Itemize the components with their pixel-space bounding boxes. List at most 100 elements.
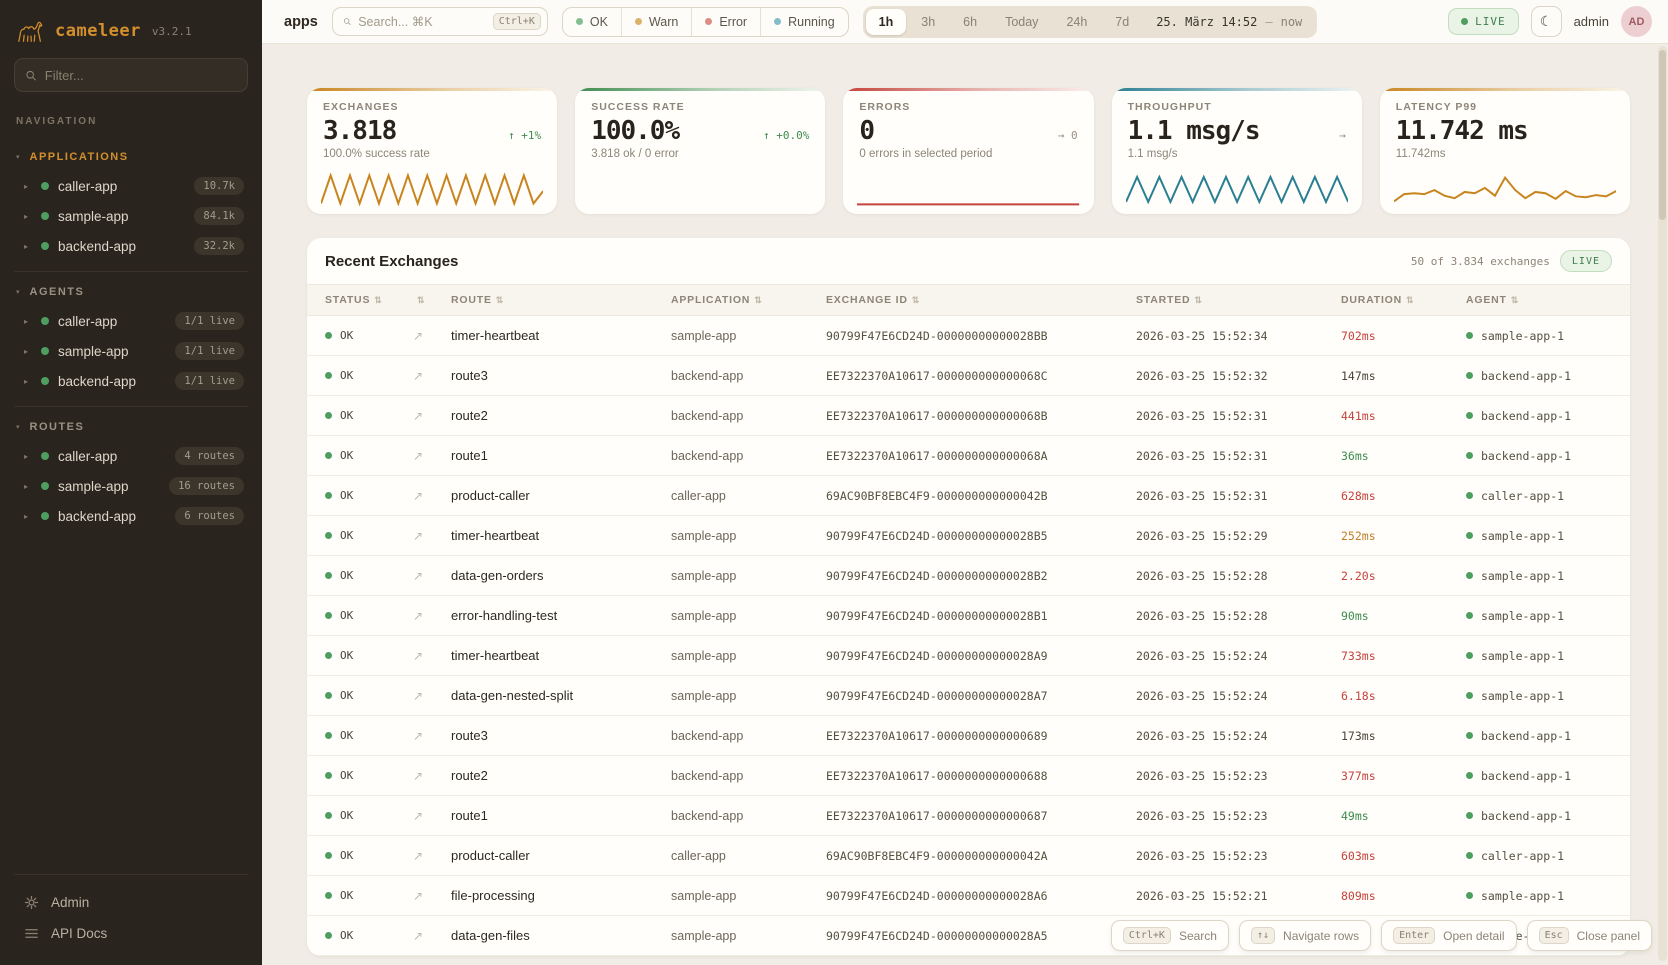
time-range-24h[interactable]: 24h xyxy=(1053,9,1100,35)
time-range-1h[interactable]: 1h xyxy=(865,8,907,35)
sidebar-item-sample-app[interactable]: ▸ sample-app 1/1 live xyxy=(14,336,248,366)
sidebar-item-backend-app[interactable]: ▸ backend-app 6 routes xyxy=(14,501,248,531)
scrollbar-thumb[interactable] xyxy=(1659,50,1666,220)
table-row[interactable]: OK ↗ file-processing sample-app 90799F47… xyxy=(307,876,1630,916)
sidebar-item-admin[interactable]: Admin xyxy=(16,887,246,918)
status-filter-running[interactable]: Running xyxy=(761,8,848,36)
open-exchange-icon[interactable]: ↗ xyxy=(413,408,424,423)
open-exchange-icon[interactable]: ↗ xyxy=(413,328,424,343)
column-header-application[interactable]: APPLICATION ⇅ xyxy=(671,294,826,306)
exchange-id-cell: EE7322370A10617-0000000000000688 xyxy=(826,768,1048,783)
time-range-today[interactable]: Today xyxy=(992,9,1051,35)
time-range-7d[interactable]: 7d xyxy=(1102,9,1142,35)
search-input[interactable] xyxy=(358,14,486,29)
agent-dot-icon xyxy=(1466,852,1473,859)
open-exchange-icon[interactable]: ↗ xyxy=(413,728,424,743)
column-header-link[interactable]: ⇅ xyxy=(413,295,451,306)
sidebar-filter[interactable] xyxy=(14,58,248,92)
open-exchange-icon[interactable]: ↗ xyxy=(413,888,424,903)
chevron-right-icon: ▸ xyxy=(24,511,29,521)
open-exchange-icon[interactable]: ↗ xyxy=(413,928,424,943)
sidebar-section-header[interactable]: ▾ ROUTES xyxy=(14,417,248,441)
stat-card-body: SUCCESS RATE 100.0% ↑ +0.0% 3.818 ok / 0… xyxy=(575,91,825,160)
sidebar-item-api-docs[interactable]: API Docs xyxy=(16,918,246,949)
sidebar-section-header[interactable]: ▾ AGENTS xyxy=(14,282,248,306)
agent-text: sample-app-1 xyxy=(1481,688,1565,703)
open-exchange-icon[interactable]: ↗ xyxy=(413,488,424,503)
table-row[interactable]: OK ↗ route3 backend-app EE7322370A10617-… xyxy=(307,716,1630,756)
column-header-status[interactable]: STATUS ⇅ xyxy=(325,294,413,306)
table-row[interactable]: OK ↗ timer-heartbeat sample-app 90799F47… xyxy=(307,316,1630,356)
table-row[interactable]: OK ↗ error-handling-test sample-app 9079… xyxy=(307,596,1630,636)
time-range-3h[interactable]: 3h xyxy=(908,9,948,35)
keyboard-shortcuts-overlay: Ctrl+K Search ↑↓ Navigate rows Enter Ope… xyxy=(1110,920,1652,951)
status-filter-ok[interactable]: OK xyxy=(563,7,622,36)
table-row[interactable]: OK ↗ product-caller caller-app 69AC90BF8… xyxy=(307,836,1630,876)
table-row[interactable]: OK ↗ route3 backend-app EE7322370A10617-… xyxy=(307,356,1630,396)
column-header-started[interactable]: STARTED ⇅ xyxy=(1136,294,1341,306)
status-dot-icon xyxy=(41,512,49,520)
status-text: OK xyxy=(340,569,354,582)
sidebar-item-caller-app[interactable]: ▸ caller-app 10.7k xyxy=(14,171,248,201)
content: EXCHANGES 3.818 ↑ +1% 100.0% success rat… xyxy=(262,44,1668,965)
status-filter-warn[interactable]: Warn xyxy=(622,7,693,36)
sidebar-item-sample-app[interactable]: ▸ sample-app 16 routes xyxy=(14,471,248,501)
table-row[interactable]: OK ↗ data-gen-nested-split sample-app 90… xyxy=(307,676,1630,716)
agent-text: backend-app-1 xyxy=(1481,808,1572,823)
started-cell: 2026-03-25 15:52:28 xyxy=(1136,568,1268,583)
sidebar-section-header[interactable]: ▾ APPLICATIONS xyxy=(14,147,248,171)
status-dot-icon xyxy=(325,732,332,739)
table-row[interactable]: OK ↗ product-caller caller-app 69AC90BF8… xyxy=(307,476,1630,516)
open-exchange-icon[interactable]: ↗ xyxy=(413,848,424,863)
sidebar-item-caller-app[interactable]: ▸ caller-app 1/1 live xyxy=(14,306,248,336)
open-exchange-icon[interactable]: ↗ xyxy=(413,448,424,463)
sidebar-item-sample-app[interactable]: ▸ sample-app 84.1k xyxy=(14,201,248,231)
dark-mode-toggle[interactable]: ☾ xyxy=(1530,6,1562,37)
agent-dot-icon xyxy=(1466,732,1473,739)
column-header-duration[interactable]: DURATION ⇅ xyxy=(1341,294,1466,306)
started-cell: 2026-03-25 15:52:31 xyxy=(1136,408,1268,423)
scrollbar[interactable] xyxy=(1658,46,1667,961)
open-exchange-icon[interactable]: ↗ xyxy=(413,528,424,543)
agent-text: backend-app-1 xyxy=(1481,368,1572,383)
open-exchange-icon[interactable]: ↗ xyxy=(413,568,424,583)
table-row[interactable]: OK ↗ timer-heartbeat sample-app 90799F47… xyxy=(307,516,1630,556)
table-row[interactable]: OK ↗ route1 backend-app EE7322370A10617-… xyxy=(307,436,1630,476)
application-cell: sample-app xyxy=(671,608,737,623)
status-text: OK xyxy=(340,849,354,862)
avatar[interactable]: AD xyxy=(1621,6,1652,37)
open-exchange-icon[interactable]: ↗ xyxy=(413,688,424,703)
open-exchange-icon[interactable]: ↗ xyxy=(413,368,424,383)
main-area: apps Ctrl+K OK Warn Error Running 1h 3h … xyxy=(262,0,1668,965)
open-exchange-icon[interactable]: ↗ xyxy=(413,768,424,783)
global-search[interactable]: Ctrl+K xyxy=(331,7,548,36)
open-exchange-icon[interactable]: ↗ xyxy=(413,608,424,623)
column-header-route[interactable]: ROUTE ⇅ xyxy=(451,294,671,306)
sidebar-item-caller-app[interactable]: ▸ caller-app 4 routes xyxy=(14,441,248,471)
sidebar-item-badge: 32.2k xyxy=(194,237,244,255)
application-cell: sample-app xyxy=(671,928,737,943)
route-cell: route3 xyxy=(451,368,488,383)
duration-cell: 252ms xyxy=(1341,528,1376,543)
status-filter-error[interactable]: Error xyxy=(692,7,762,36)
status-dot-icon xyxy=(325,892,332,899)
time-range-6h[interactable]: 6h xyxy=(950,9,990,35)
table-row[interactable]: OK ↗ data-gen-orders sample-app 90799F47… xyxy=(307,556,1630,596)
table-row[interactable]: OK ↗ route2 backend-app EE7322370A10617-… xyxy=(307,396,1630,436)
column-header-agent[interactable]: AGENT ⇅ xyxy=(1466,294,1612,306)
open-exchange-icon[interactable]: ↗ xyxy=(413,648,424,663)
sort-icon: ⇅ xyxy=(754,294,763,305)
open-exchange-icon[interactable]: ↗ xyxy=(413,808,424,823)
live-badge[interactable]: LIVE xyxy=(1448,8,1519,35)
sidebar-item-backend-app[interactable]: ▸ backend-app 32.2k xyxy=(14,231,248,261)
duration-cell: 702ms xyxy=(1341,328,1376,343)
date-range-display[interactable]: 25. März 14:52 — now xyxy=(1144,15,1314,29)
table-row[interactable]: OK ↗ route2 backend-app EE7322370A10617-… xyxy=(307,756,1630,796)
table-row[interactable]: OK ↗ timer-heartbeat sample-app 90799F47… xyxy=(307,636,1630,676)
status-cell: OK xyxy=(325,929,413,942)
table-row[interactable]: OK ↗ route1 backend-app EE7322370A10617-… xyxy=(307,796,1630,836)
column-header-exchange-id[interactable]: EXCHANGE ID ⇅ xyxy=(826,294,1136,306)
filter-input[interactable] xyxy=(44,67,237,83)
sort-icon: ⇅ xyxy=(417,294,426,305)
sidebar-item-backend-app[interactable]: ▸ backend-app 1/1 live xyxy=(14,366,248,396)
